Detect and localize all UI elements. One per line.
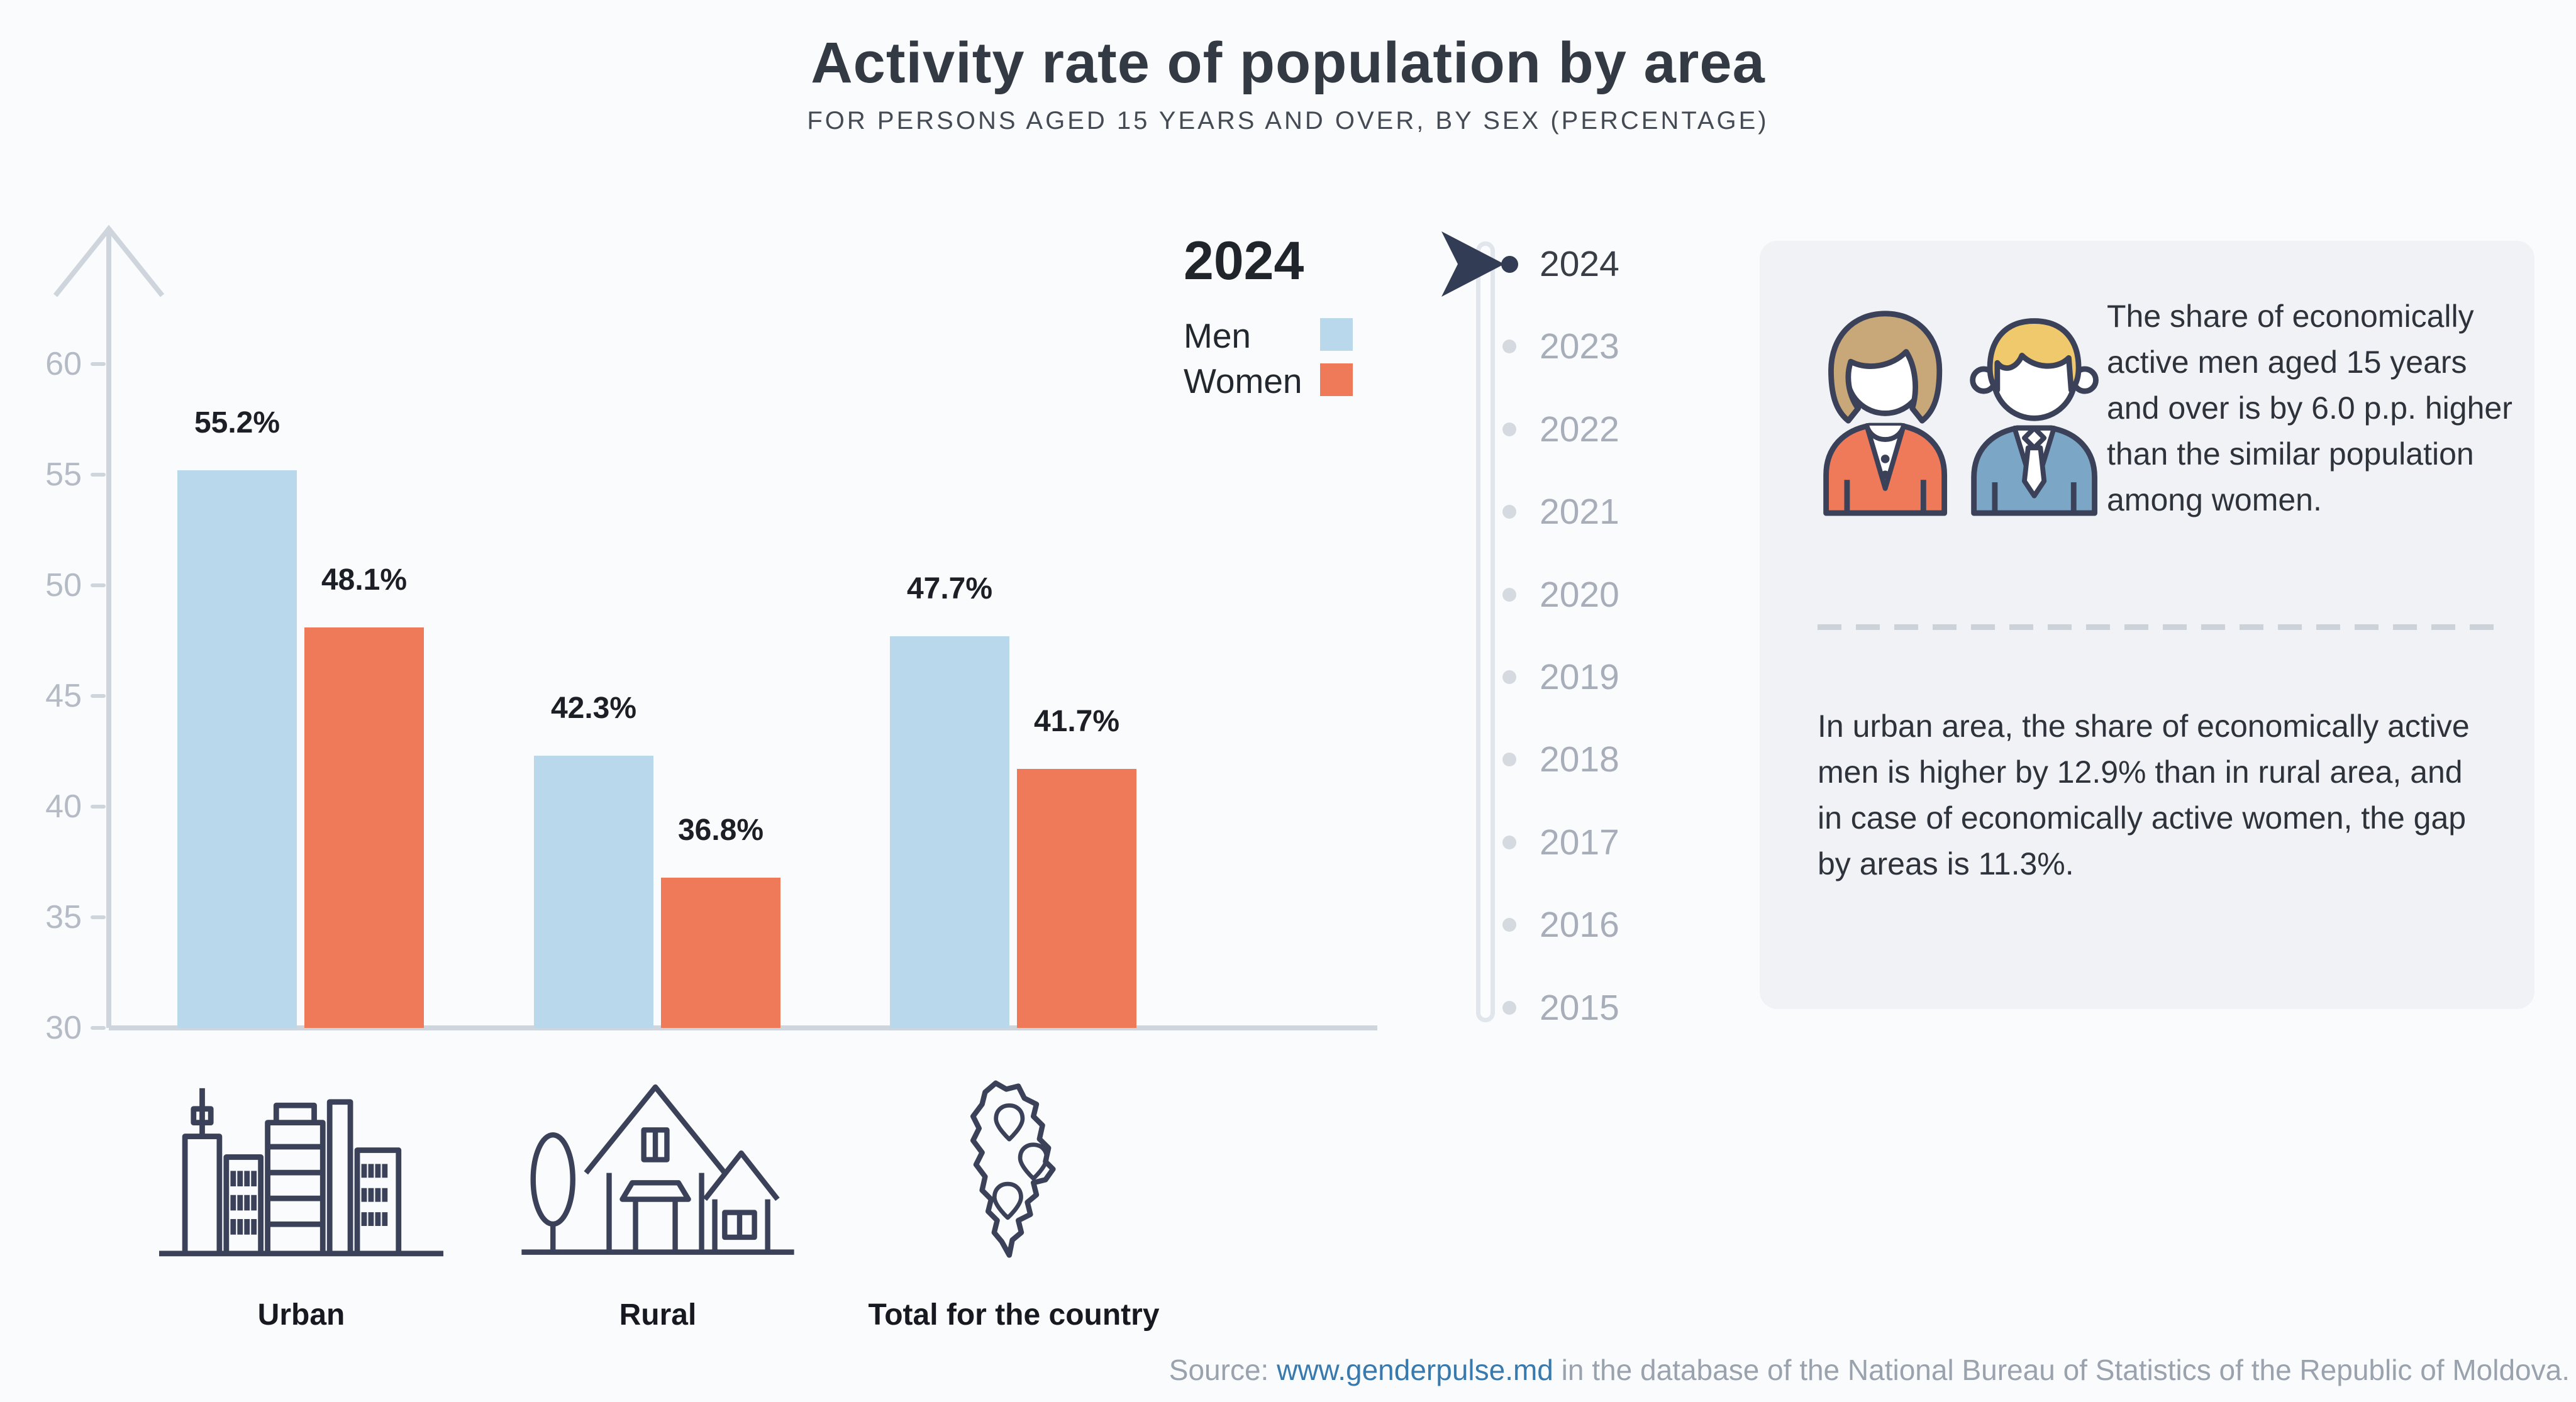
timeline-year-dot[interactable] xyxy=(1502,505,1516,519)
bar-value-label: 47.7% xyxy=(906,571,993,605)
insight-text-1: The share of economically active men age… xyxy=(2107,299,2512,517)
y-axis-arrow-icon xyxy=(53,224,165,297)
bar-value-label: 42.3% xyxy=(550,692,637,726)
timeline-year-dot[interactable] xyxy=(1502,1000,1516,1015)
y-tick-mark xyxy=(91,915,106,919)
y-tick-label: 55 xyxy=(45,456,82,493)
insight-text-2: In urban area, the share of economically… xyxy=(1818,709,2470,881)
timeline-year-2018[interactable]: 2018 xyxy=(1540,739,1619,780)
moldova-map-icon xyxy=(970,1080,1056,1258)
page-title: Activity rate of population by area xyxy=(811,31,1765,95)
y-axis-line xyxy=(106,228,111,1028)
bar-men-rural xyxy=(534,756,653,1028)
timeline-year-2019[interactable]: 2019 xyxy=(1540,657,1619,697)
y-tick-mark xyxy=(91,583,106,587)
timeline-track[interactable] xyxy=(1476,241,1495,1022)
source-prefix: Source: xyxy=(1169,1354,1277,1386)
bar-women-total-for-the-country xyxy=(1017,769,1136,1028)
y-tick-label: 35 xyxy=(45,899,82,936)
legend-men-swatch xyxy=(1320,318,1353,351)
y-tick-label: 60 xyxy=(45,346,82,382)
timeline-arrow-icon[interactable] xyxy=(1441,231,1504,297)
timeline-year-2022[interactable]: 2022 xyxy=(1540,409,1619,450)
y-tick-label: 50 xyxy=(45,567,82,604)
x-axis-line xyxy=(109,1025,1377,1030)
page-subtitle: FOR PERSONS AGED 15 YEARS AND OVER, BY S… xyxy=(807,107,1769,135)
timeline-year-2016[interactable]: 2016 xyxy=(1540,905,1619,946)
y-tick-label: 40 xyxy=(45,788,82,825)
timeline-year-dot[interactable] xyxy=(1502,753,1516,767)
timeline-year-2017[interactable]: 2017 xyxy=(1540,822,1619,863)
timeline-year-2024[interactable]: 2024 xyxy=(1540,244,1619,284)
y-tick-mark xyxy=(91,362,106,366)
y-tick-label: 30 xyxy=(45,1010,82,1046)
house-icon xyxy=(521,1084,794,1255)
y-tick-mark xyxy=(91,805,106,809)
insight-card: The share of economically active men age… xyxy=(1760,241,2534,1009)
timeline-year-dot[interactable] xyxy=(1502,339,1516,354)
timeline-year-dot[interactable] xyxy=(1501,255,1518,273)
legend-year: 2024 xyxy=(1184,231,1304,291)
category-label-rural: Rural xyxy=(619,1298,697,1332)
y-tick-label: 45 xyxy=(45,678,82,714)
legend-men-label: Men xyxy=(1184,316,1251,355)
timeline-year-dot[interactable] xyxy=(1502,835,1516,849)
bar-women-rural xyxy=(661,877,780,1028)
y-tick-mark xyxy=(91,473,106,477)
legend-women-label: Women xyxy=(1184,362,1302,400)
man-and-woman-icon xyxy=(1823,311,2099,516)
city-icon xyxy=(159,1088,443,1257)
y-tick-mark xyxy=(91,1026,106,1030)
timeline-year-dot[interactable] xyxy=(1502,587,1516,602)
bar-value-label: 36.8% xyxy=(677,813,764,847)
category-label-urban: Urban xyxy=(257,1298,345,1332)
timeline-year-2015[interactable]: 2015 xyxy=(1540,987,1619,1028)
timeline-year-2023[interactable]: 2023 xyxy=(1540,326,1619,367)
legend-women-swatch xyxy=(1320,363,1353,396)
bar-men-total-for-the-country xyxy=(890,636,1009,1028)
timeline-year-2021[interactable]: 2021 xyxy=(1540,492,1619,533)
bar-value-label: 48.1% xyxy=(321,563,408,597)
timeline-year-dot[interactable] xyxy=(1502,670,1516,684)
source-link[interactable]: www.genderpulse.md xyxy=(1277,1354,1553,1386)
category-label-total: Total for the country xyxy=(868,1298,1160,1332)
timeline-year-dot[interactable] xyxy=(1502,422,1516,436)
y-tick-mark xyxy=(91,694,106,698)
timeline-year-dot[interactable] xyxy=(1502,918,1516,932)
source-suffix: in the database of the National Bureau o… xyxy=(1553,1354,2570,1386)
bar-men-urban xyxy=(177,470,297,1028)
bar-value-label: 55.2% xyxy=(194,406,280,439)
bar-value-label: 41.7% xyxy=(1033,705,1120,739)
timeline-year-2020[interactable]: 2020 xyxy=(1540,574,1619,615)
dashed-divider xyxy=(1818,624,2494,630)
source-line: Source: www.genderpulse.md in the databa… xyxy=(1169,1353,2570,1387)
bar-women-urban xyxy=(304,627,424,1028)
